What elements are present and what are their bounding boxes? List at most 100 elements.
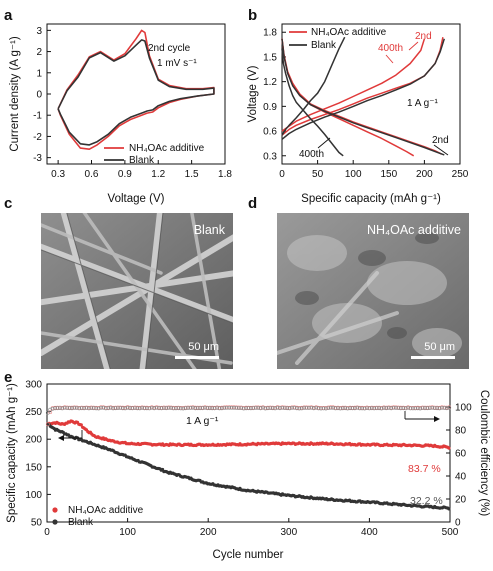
- chart-e-series-blank-ce: [45, 405, 452, 415]
- chart-e-ce-point: [369, 406, 374, 411]
- chart-e-ce-point: [91, 406, 96, 411]
- chart-e-ce-point: [381, 406, 386, 410]
- chart-e-annotation-blank-retention: 32.2 %: [410, 495, 443, 507]
- chart-b-xtick-label: 200: [416, 169, 433, 180]
- chart-e-xtick-label: 0: [44, 527, 50, 538]
- chart-b-ytick-label: 1.8: [263, 28, 277, 39]
- chart-e-ce-point: [157, 406, 161, 411]
- arrow-b-400th-black: [317, 137, 331, 149]
- chart-e-ylabel: Specific capacity (mAh g⁻¹): [6, 383, 18, 523]
- chart-e-series-blank: [46, 422, 451, 511]
- chart-e-ce-point: [50, 406, 55, 411]
- chart-e-ce-point: [123, 406, 128, 411]
- chart-e-ce-point: [106, 406, 111, 411]
- legend-e-marker-blank: [52, 519, 58, 525]
- chart-e-ce-point: [130, 406, 135, 411]
- chart-e-ce-point: [128, 406, 132, 411]
- chart-e-ce-point: [186, 406, 190, 410]
- chart-e-ce-point: [244, 406, 249, 411]
- sem-texture-additive: [277, 213, 469, 369]
- chart-e-ce-point: [45, 410, 50, 415]
- chart-b-annotation-2nd-red: 2nd: [415, 31, 432, 42]
- chart-e-ce-point: [183, 406, 188, 411]
- chart-e-ce-point: [215, 406, 220, 410]
- chart-e-ce-point: [425, 406, 430, 411]
- chart-b-annotation-2nd-black: 2nd: [432, 135, 449, 146]
- chart-e-ce-point: [277, 406, 282, 411]
- chart-a-series-blank: [57, 39, 215, 146]
- chart-b-annotation-400th-red: 400th: [378, 43, 403, 54]
- chart-e-ce-point: [437, 406, 442, 411]
- chart-e-ce-point: [232, 405, 236, 410]
- chart-e-ce-point: [340, 406, 345, 411]
- chart-e-ce-point: [360, 406, 365, 411]
- chart-b-xtick-label: 150: [380, 169, 397, 180]
- chart-e-legend: NH₄OAc additive Blank: [52, 505, 144, 528]
- chart-b-xtick-label: 100: [345, 169, 362, 180]
- chart-e-ce-point: [348, 406, 353, 411]
- chart-e-ce-point: [398, 406, 403, 411]
- sem-caption-blank: Blank: [193, 223, 225, 237]
- chart-e-ce-point: [258, 406, 263, 411]
- chart-e-ce-point: [120, 406, 125, 411]
- chart-e-ce-point: [181, 406, 186, 411]
- chart-e-ce-point: [362, 406, 367, 411]
- chart-e-ce-point: [72, 406, 77, 410]
- chart-e-ytick-label: 300: [25, 380, 42, 391]
- legend-e-marker-additive: [52, 507, 58, 513]
- chart-e-ce-point: [333, 406, 338, 411]
- chart-e-ce-point: [96, 406, 101, 411]
- chart-a-xlabel: Voltage (V): [108, 193, 165, 205]
- chart-e-ce-point: [321, 406, 326, 411]
- chart-e-ce-point: [217, 406, 222, 411]
- chart-e-ce-point: [147, 406, 152, 411]
- chart-e-ce-point: [174, 406, 178, 411]
- chart-e-ce-point: [432, 406, 437, 411]
- chart-a-xtick-label: 1.5: [185, 169, 199, 180]
- chart-e-ce-point: [195, 406, 200, 411]
- chart-b: 0 50 100 150 200 250 0.3 0.6 0.9 1.2 1.5 1.8 NH₄OAc…: [247, 23, 469, 205]
- chart-e-ce-point: [290, 405, 294, 410]
- chart-e-ce-point: [294, 406, 299, 411]
- chart-e-ce-point: [314, 405, 319, 410]
- chart-e-ce-point: [386, 406, 391, 410]
- chart-e-ce-point: [261, 405, 265, 410]
- chart-e-ce-point: [427, 406, 432, 411]
- chart-e-ce-point: [125, 405, 130, 410]
- chart-e-ce-point: [89, 406, 94, 411]
- sem-scalebar-blank: [175, 356, 219, 359]
- chart-e-ce-point: [444, 406, 449, 411]
- chart-e-xtick-label: 200: [200, 527, 217, 538]
- chart-a-legend: NH₄OAc additive Blank: [104, 143, 205, 166]
- chart-e-y2tick-label: 0: [455, 518, 461, 529]
- chart-e-ce-point: [263, 406, 268, 411]
- chart-e-ce-point: [154, 405, 159, 410]
- sem-caption-additive: NH₄OAc additive: [366, 223, 461, 237]
- chart-e-ce-point: [345, 406, 350, 411]
- chart-e-ce-point: [144, 406, 149, 411]
- chart-e-ce-point: [275, 405, 280, 410]
- legend-b-label-additive: NH₄OAc additive: [311, 27, 387, 38]
- chart-a-xtick-label: 0.3: [51, 169, 65, 180]
- legend-e-label-additive: NH₄OAc additive: [68, 505, 144, 516]
- chart-e-ce-point: [374, 406, 379, 411]
- chart-e-ce-point: [309, 405, 314, 410]
- chart-e-ce-point: [152, 406, 157, 411]
- chart-a-ytick-label: 0: [36, 90, 42, 101]
- chart-e-ce-point: [101, 405, 106, 410]
- chart-e-ce-point: [137, 406, 142, 411]
- chart-e-ce-point: [203, 405, 207, 410]
- chart-e-ce-point: [219, 406, 224, 411]
- arrow-b-2nd-red: [408, 41, 419, 51]
- chart-b-series-blank-discharge-400th: [281, 48, 344, 157]
- chart-e-ce-point: [142, 406, 147, 411]
- chart-e-ce-point: [357, 406, 362, 411]
- chart-e-annotation-rate: 1 A g⁻¹: [186, 415, 219, 427]
- chart-e-ce-point: [379, 406, 384, 411]
- chart-b-ytick-label: 0.3: [263, 151, 277, 162]
- chart-b-annotation-400th-black: 400th: [299, 149, 324, 160]
- chart-e-ce-point: [435, 406, 440, 411]
- chart-e-ce-point: [205, 406, 210, 411]
- panel-label-e: e: [4, 369, 12, 386]
